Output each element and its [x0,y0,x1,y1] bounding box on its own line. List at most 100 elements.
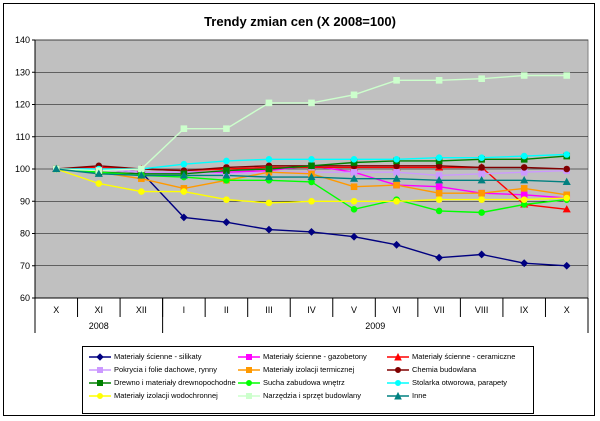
data-point [223,157,230,165]
y-tick-label: 100 [15,164,30,174]
data-point [392,240,401,249]
data-point [562,205,571,213]
data-point [435,253,444,262]
legend-item: Materiały izolacji wodochronnej [89,389,238,402]
data-point [520,196,528,203]
y-tick-label: 60 [20,293,30,303]
legend-label: Materiały izolacji termicznej [263,365,355,374]
legend-swatch [387,366,409,373]
legend-swatch [89,379,111,386]
data-point [393,181,400,189]
data-point [308,156,315,163]
legend-swatch [387,352,409,360]
x-tick-label: VIII [475,305,489,315]
data-point [179,213,188,222]
data-point [180,188,188,195]
data-point [179,171,188,179]
y-tick-label: 130 [15,67,30,77]
data-point [393,77,400,84]
legend-item: Drewno i materiały drewnopochodne [89,376,238,389]
data-point [478,164,485,171]
x-tick-label: I [183,305,186,315]
data-point [223,125,230,132]
data-point [350,168,358,176]
data-point [180,160,188,168]
legend-label: Materiały izolacji wodochronnej [114,391,218,400]
legend-item: Materiały izolacji termicznej [238,363,387,376]
legend-item: Materiały ścienne - gazobetony [238,350,387,363]
data-point [265,165,273,173]
legend-swatch [89,366,111,373]
y-tick-label: 90 [20,196,30,206]
legend-item: Pokrycia i folie dachowe, rynny [89,363,238,376]
legend-item: Materiały ścienne - ceramiczne [387,350,533,363]
data-point [265,99,273,107]
legend-label: Materiały ścienne - ceramiczne [412,352,516,361]
legend-swatch [89,352,111,361]
data-point [478,196,485,203]
data-point [52,164,61,173]
data-point [265,225,273,234]
data-point [94,169,103,177]
legend-item: Materiały ścienne - silikaty [89,350,238,363]
x-tick-label: IX [520,305,529,315]
x-tick-label: III [265,305,273,315]
data-point [307,172,316,181]
data-point [392,174,401,182]
data-point [520,259,529,268]
data-point [222,171,231,179]
data-point [137,171,146,179]
data-point [435,77,443,84]
data-point [222,218,231,227]
data-point [350,183,358,191]
y-tick-label: 80 [20,229,30,239]
data-point [350,232,358,241]
legend-label: Materiały ścienne - gazobetony [263,352,367,361]
data-point [563,194,571,202]
data-point [264,172,274,181]
data-point [180,125,188,132]
legend-swatch [387,391,409,399]
legend-item: Chemia budowlana [387,363,533,376]
x-tick-label: X [53,305,59,315]
data-point [138,188,145,195]
data-point [308,99,315,107]
data-point [435,176,444,184]
data-point [520,185,528,192]
data-point [307,227,316,236]
legend-label: Drewno i materiały drewnopochodne [114,378,236,387]
y-tick-label: 110 [16,132,30,142]
data-point [478,189,485,197]
data-point [562,261,571,270]
legend-swatch [238,392,260,399]
data-point [435,207,443,215]
data-point [350,206,358,213]
data-point [563,165,571,173]
data-point [350,197,358,205]
legend-item: Narzędzia i sprzęt budowlany [238,389,387,402]
data-point [435,189,443,197]
legend-label: Materiały ścienne - silikaty [114,352,202,361]
data-point [223,196,230,203]
data-point [520,164,528,171]
data-point [95,180,103,187]
data-point [435,196,443,203]
legend-label: Sucha zabudowa wnętrz [263,378,345,387]
data-point [393,197,400,205]
data-point [435,183,443,191]
legend-item: Stolarka otworowa, parapety [387,376,533,389]
x-tick-label: VI [392,305,401,315]
data-point [478,170,485,178]
x-tick-label: XI [95,305,104,315]
data-point [563,151,571,158]
data-point [435,154,443,162]
data-point [349,174,359,182]
y-tick-label: 120 [15,100,30,110]
data-point [477,250,486,259]
data-point [393,156,400,163]
legend-swatch [387,379,409,386]
data-point [478,154,485,162]
x-tick-label: X [564,305,570,315]
data-point [350,156,358,163]
legend-label: Narzędzia i sprzęt budowlany [263,391,361,400]
